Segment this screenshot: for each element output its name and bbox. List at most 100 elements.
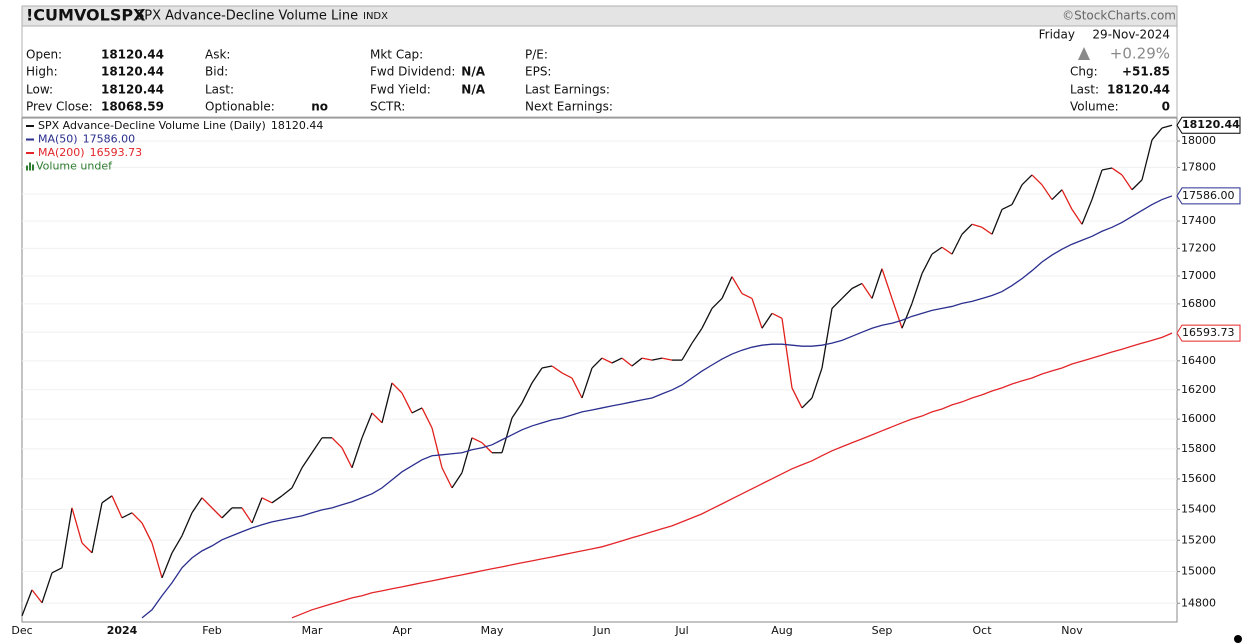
price-segment [751,298,763,329]
price-segment [601,357,613,364]
price-segment [191,497,203,514]
price-segment [901,303,913,329]
price-segment [1071,209,1083,225]
volume-legend: Volume undef [36,160,113,173]
quote-label: Bid: [205,65,228,79]
price-segment [741,292,753,300]
price-segment [171,535,183,554]
price-segment [211,507,223,519]
price-segment [41,572,53,603]
x-tick-label: Sep [872,624,893,637]
price-segment [461,437,473,473]
quote-value: 18120.44 [101,48,164,62]
x-tick-label: Aug [771,624,792,637]
price-segment [731,276,743,294]
quote-value: 18068.59 [101,100,164,114]
price-segment [111,495,123,519]
price-segment [1151,127,1163,141]
x-tick-label: Jun [592,624,610,637]
price-segment [681,342,693,361]
price-segment [521,382,533,404]
price-segment [871,268,883,299]
y-tick-label: 17800 [1181,160,1216,173]
x-tick-label: Dec [11,624,32,637]
ma-line [141,195,1173,619]
price-segment [1141,139,1153,181]
price-segment [281,487,293,497]
y-tick-label: 17400 [1181,214,1216,227]
price-segment [271,495,283,504]
quote-label: Low: [26,83,53,97]
price-segment [891,298,903,329]
y-tick-label: 16200 [1181,383,1216,396]
summary-label: Volume: [1070,100,1119,114]
y-tick-label: 15800 [1181,442,1216,455]
price-segment [701,308,713,329]
price-segment [181,512,193,537]
price-segment [541,365,553,369]
x-tick-label: Feb [202,624,221,637]
price-segment [1031,174,1043,186]
price-segment [561,372,573,379]
price-segment [921,253,933,274]
y-tick-label: 18000 [1181,134,1216,147]
quote-value: N/A [461,65,485,79]
quote-value: 18120.44 [101,83,164,97]
price-segment [721,276,733,299]
legend-name: SPX Advance-Decline Volume Line (Daily) [38,119,266,132]
price-segment [511,402,523,419]
price-segment [841,288,853,299]
legend-entry: MA(200) 16593.73 [38,146,142,159]
price-segment [261,497,273,504]
price-segment [911,273,923,304]
y-tick-label: 15000 [1181,565,1216,578]
price-segment [711,297,723,309]
exchange: INDX [363,11,388,22]
price-segment [161,552,173,579]
value-tag-label: 17586.00 [1182,189,1235,202]
price-segment [771,312,783,319]
price-segment [1081,199,1093,225]
price-segment [331,437,343,449]
price-segment [861,283,873,299]
price-segment [71,507,83,544]
price-segment [221,507,233,519]
price-segment [851,282,863,290]
summary-value: 0 [1162,100,1170,114]
quote-label: Mkt Cap: [370,48,423,62]
date: 29-Nov-2024 [1092,28,1170,42]
price-segment [51,567,63,574]
price-segment [691,327,703,344]
price-segment [411,407,423,414]
ma-line [291,332,1173,619]
change-arrow [1078,47,1090,60]
price-segment [811,367,823,399]
legend-entry: SPX Advance-Decline Volume Line (Daily) 1… [38,119,323,132]
quote-label: Ask: [205,48,230,62]
y-tick-label: 16000 [1181,412,1216,425]
price-segment [441,467,453,489]
price-segment [611,357,623,364]
value-tag [1176,324,1241,342]
price-segment [1021,174,1033,186]
volume-icon [26,165,28,171]
x-tick-label: Nov [1061,624,1083,637]
price-segment [311,437,323,454]
y-tick-label: 16800 [1181,297,1216,310]
y-tick-label: 17000 [1181,269,1216,282]
price-segment [581,367,593,399]
quote-label: EPS: [525,65,551,79]
price-segment [981,226,993,235]
price-segment [991,209,1003,235]
value-tag [1176,187,1241,205]
plot-frame [21,117,1178,623]
value-tag-label: 18120.44 [1182,118,1240,131]
summary-value: +51.85 [1122,65,1170,79]
price-segment [381,382,393,423]
price-segment [31,589,43,604]
price-segment [961,223,973,235]
price-segment [591,357,603,369]
price-segment [91,502,103,554]
